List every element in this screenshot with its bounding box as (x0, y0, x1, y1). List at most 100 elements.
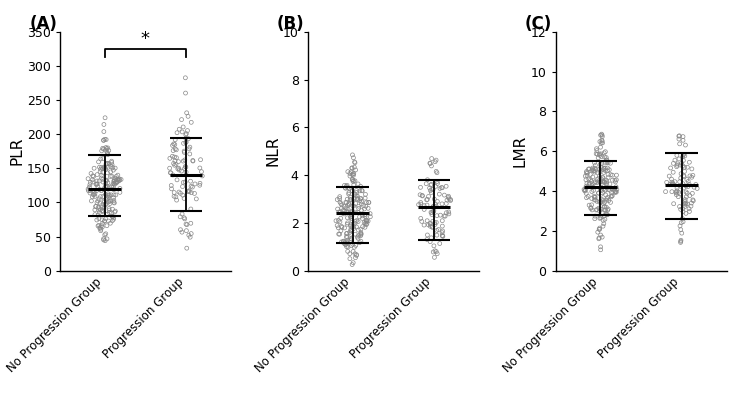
Point (589, 216, 601, 222)
Point (424, 220, 436, 226)
Point (101, 160, 113, 167)
Point (164, 165, 176, 172)
Point (592, 175, 604, 181)
Point (357, 215, 369, 222)
Point (589, 165, 601, 172)
Point (591, 170, 603, 176)
Point (99, 164, 111, 171)
Point (351, 224, 363, 230)
Point (677, 206, 689, 212)
Point (682, 178, 694, 185)
Point (426, 224, 438, 230)
Point (357, 187, 369, 194)
Point (586, 207, 598, 213)
Point (425, 209, 437, 215)
Point (348, 203, 360, 209)
Point (342, 221, 354, 227)
Point (345, 214, 357, 220)
Point (181, 228, 192, 234)
Point (596, 189, 608, 196)
Point (664, 165, 676, 171)
Point (166, 182, 178, 189)
Point (360, 217, 372, 224)
Point (594, 139, 606, 145)
Point (347, 241, 359, 248)
Point (597, 178, 609, 184)
Point (583, 180, 595, 186)
Point (596, 132, 608, 138)
Point (339, 182, 351, 189)
Point (416, 193, 428, 199)
Point (101, 177, 113, 183)
Point (593, 173, 605, 179)
Point (427, 218, 439, 224)
Point (586, 174, 598, 180)
Point (345, 211, 357, 218)
Point (102, 192, 114, 198)
Point (431, 178, 443, 185)
Point (102, 211, 114, 217)
Point (103, 209, 115, 216)
Point (172, 166, 184, 172)
Point (187, 158, 199, 164)
Point (428, 254, 440, 261)
Point (599, 168, 611, 174)
Point (345, 215, 357, 222)
Point (675, 238, 687, 244)
Point (434, 212, 446, 219)
Point (348, 154, 360, 161)
Point (678, 151, 690, 158)
Point (173, 167, 185, 173)
Point (591, 147, 603, 154)
Point (101, 170, 113, 176)
Point (673, 133, 685, 139)
Point (359, 206, 371, 212)
Point (355, 238, 367, 244)
Point (101, 149, 113, 155)
Point (601, 177, 613, 183)
Point (598, 186, 610, 192)
Point (348, 244, 360, 250)
Point (606, 185, 618, 191)
Point (94, 228, 106, 234)
Point (91, 181, 103, 187)
Point (425, 189, 437, 196)
Point (605, 193, 617, 199)
Point (353, 205, 365, 212)
Point (339, 239, 351, 246)
Point (344, 170, 356, 177)
Point (100, 137, 112, 143)
Point (344, 250, 356, 257)
Point (589, 194, 601, 200)
Point (673, 179, 685, 185)
Point (164, 155, 176, 162)
Point (608, 187, 620, 193)
Point (183, 135, 195, 142)
Point (351, 187, 363, 194)
Point (103, 147, 115, 154)
Point (166, 153, 178, 160)
Point (418, 203, 430, 209)
Point (181, 131, 192, 137)
Point (342, 220, 354, 226)
Point (354, 183, 366, 189)
Point (431, 180, 443, 187)
Point (108, 192, 120, 198)
Point (603, 166, 615, 173)
Point (424, 160, 436, 166)
Point (607, 177, 619, 183)
Point (342, 237, 354, 243)
Point (356, 207, 368, 213)
Point (350, 167, 362, 173)
Point (107, 167, 119, 173)
Point (675, 171, 687, 177)
Point (189, 181, 201, 187)
Point (342, 244, 354, 250)
Point (674, 162, 686, 168)
Point (100, 180, 112, 187)
Point (346, 213, 358, 219)
Point (194, 180, 206, 186)
Text: (C): (C) (525, 15, 552, 33)
Point (431, 198, 443, 205)
Point (87, 191, 99, 198)
